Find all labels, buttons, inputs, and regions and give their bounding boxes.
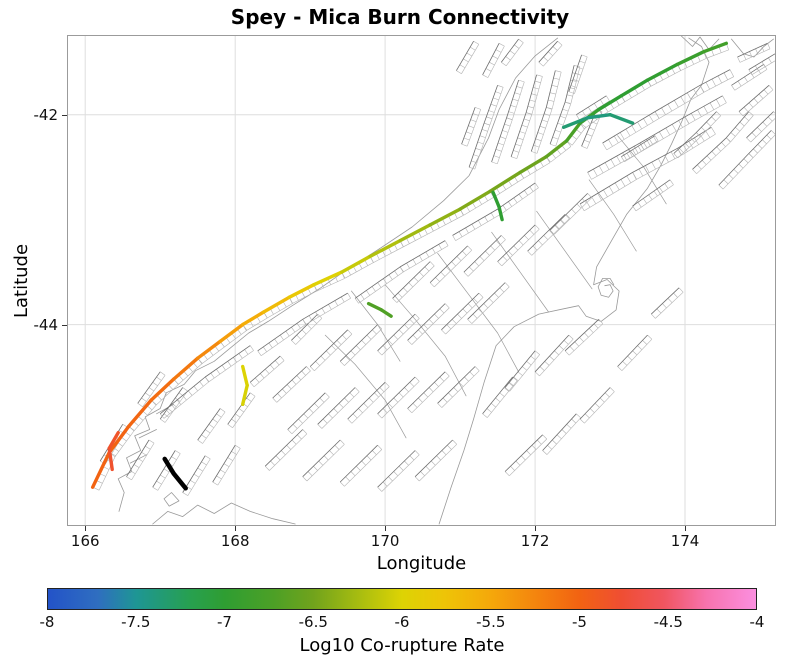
colorbar-tick-label: -7.5: [121, 613, 151, 631]
colorbar-gradient: [47, 588, 757, 610]
colorbar-tick-label: -7: [217, 613, 232, 631]
x-tick-label: 170: [370, 532, 400, 550]
x-tick-label: 172: [520, 532, 550, 550]
x-tick-label: 174: [670, 532, 700, 550]
x-tick-mark: [535, 526, 537, 531]
y-tick-label: -42: [33, 105, 59, 124]
x-tick-label: 166: [70, 532, 100, 550]
x-tick-mark: [235, 526, 237, 531]
colorbar-tick-label: -6: [394, 613, 410, 631]
background-faults: [92, 38, 775, 496]
x-tick-mark: [385, 526, 387, 531]
x-tick-label: 168: [220, 532, 250, 550]
chart-title: Spey - Mica Burn Connectivity: [230, 5, 570, 29]
colorbar-tick-label: -5.5: [476, 613, 506, 631]
x-tick-mark: [85, 526, 87, 531]
y-tick-mark: [62, 324, 67, 326]
colorbar-label: Log10 Co-rupture Rate: [299, 635, 505, 656]
x-axis-label: Longitude: [376, 553, 467, 574]
y-tick-mark: [62, 114, 67, 116]
y-tick-label: -44: [33, 315, 59, 334]
rupture-path: [91, 41, 728, 491]
colorbar-tick-label: -4.5: [653, 613, 683, 631]
gridlines: [68, 36, 775, 525]
x-tick-mark: [685, 526, 687, 531]
map-plot: [67, 35, 776, 526]
colorbar-tick-label: -8: [39, 613, 55, 631]
colorbar-tick-label: -4: [749, 613, 765, 631]
colorbar-tick-label: -6.5: [298, 613, 328, 631]
colorbar-tick-label: -5: [572, 613, 587, 631]
